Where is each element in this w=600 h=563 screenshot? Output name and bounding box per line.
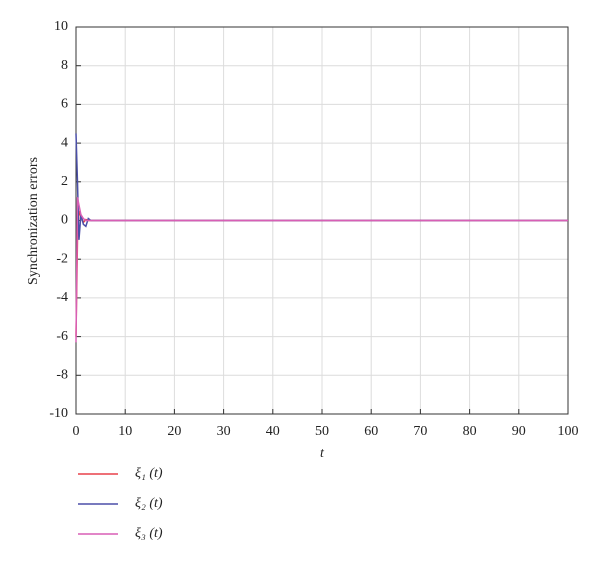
y-tick-label: -2 xyxy=(56,251,68,266)
y-tick-label: 2 xyxy=(61,174,68,189)
legend-label: ξ₂ (t) xyxy=(135,496,163,511)
y-tick-label: 10 xyxy=(54,19,68,34)
y-tick-label: -4 xyxy=(56,290,68,305)
x-tick-label: 30 xyxy=(217,424,231,439)
y-tick-label: -10 xyxy=(49,406,68,421)
x-tick-label: 20 xyxy=(167,424,181,439)
y-axis-label: Synchronization errors xyxy=(26,157,41,285)
x-tick-label: 70 xyxy=(413,424,427,439)
series-line xyxy=(75,197,568,343)
legend-label: ξ₃ (t) xyxy=(135,526,163,541)
x-tick-label: 0 xyxy=(73,424,80,439)
x-tick-label: 100 xyxy=(558,424,579,439)
y-tick-label: -8 xyxy=(56,368,68,383)
x-tick-label: 50 xyxy=(315,424,329,439)
x-axis-label: t xyxy=(320,446,325,461)
x-tick-label: 80 xyxy=(463,424,477,439)
y-tick-label: -6 xyxy=(56,329,68,344)
x-tick-label: 40 xyxy=(266,424,280,439)
x-tick-label: 90 xyxy=(512,424,526,439)
y-tick-label: 8 xyxy=(61,58,68,73)
x-tick-label: 10 xyxy=(118,424,132,439)
y-tick-label: 6 xyxy=(61,97,68,112)
y-tick-label: 0 xyxy=(61,213,68,228)
x-tick-label: 60 xyxy=(364,424,378,439)
legend-label: ξ₁ (t) xyxy=(135,466,163,481)
y-tick-label: 4 xyxy=(61,135,68,150)
